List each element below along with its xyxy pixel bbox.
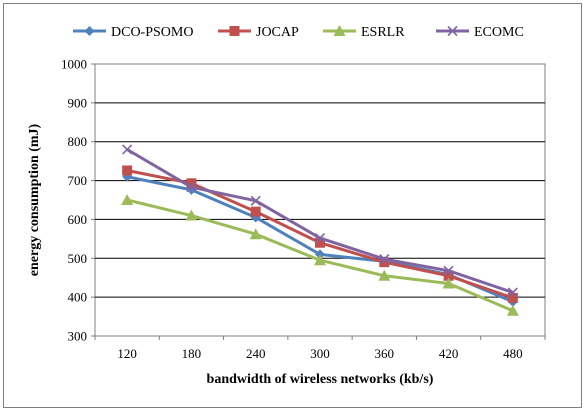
legend-label: JOCAP (256, 25, 299, 40)
y-tick-label: 400 (68, 290, 88, 305)
data-point (506, 304, 519, 316)
legend-marker (84, 26, 95, 36)
y-tick-label: 300 (68, 329, 88, 344)
y-tick-label: 800 (68, 134, 88, 149)
x-tick-label: 480 (503, 346, 523, 361)
legend-label: ECOMC (474, 25, 524, 40)
legend-marker (229, 26, 240, 36)
x-tick-label: 300 (310, 346, 330, 361)
x-axis-title: bandwidth of wireless networks (kb/s) (207, 372, 434, 387)
y-axis-title: energy consumption (mJ) (27, 123, 42, 276)
x-tick-label: 240 (246, 346, 266, 361)
data-point (379, 253, 390, 265)
data-point (185, 209, 198, 221)
x-tick-label: 420 (439, 346, 459, 361)
y-tick-label: 600 (68, 212, 88, 227)
x-tick-label: 120 (117, 346, 137, 361)
data-point (443, 270, 454, 281)
x-tick-label: 360 (375, 346, 395, 361)
data-point (186, 178, 197, 189)
data-point (121, 194, 134, 205)
plot-area (94, 63, 546, 337)
y-tick-label: 500 (68, 251, 88, 266)
y-tick-label: 700 (68, 173, 88, 188)
data-point (442, 277, 455, 289)
legend-label: ESRLR (361, 25, 405, 40)
data-point (314, 233, 326, 244)
data-point (378, 269, 391, 281)
legend-label: DCO-PSOMO (111, 25, 193, 40)
y-tick-label: 900 (68, 95, 88, 110)
data-point (314, 254, 326, 266)
data-point (379, 257, 390, 268)
data-point (122, 144, 133, 155)
data-point (507, 292, 518, 303)
data-point (315, 237, 325, 248)
data-point (250, 195, 261, 206)
data-point (507, 287, 518, 298)
y-tick-label: 1000 (61, 57, 87, 72)
legend-marker (447, 25, 458, 37)
data-point (249, 228, 262, 240)
data-point (122, 165, 133, 176)
x-tick-label: 180 (182, 346, 202, 361)
data-point (250, 206, 261, 217)
data-point (443, 265, 454, 276)
legend-marker (333, 25, 346, 36)
data-point (186, 182, 197, 193)
